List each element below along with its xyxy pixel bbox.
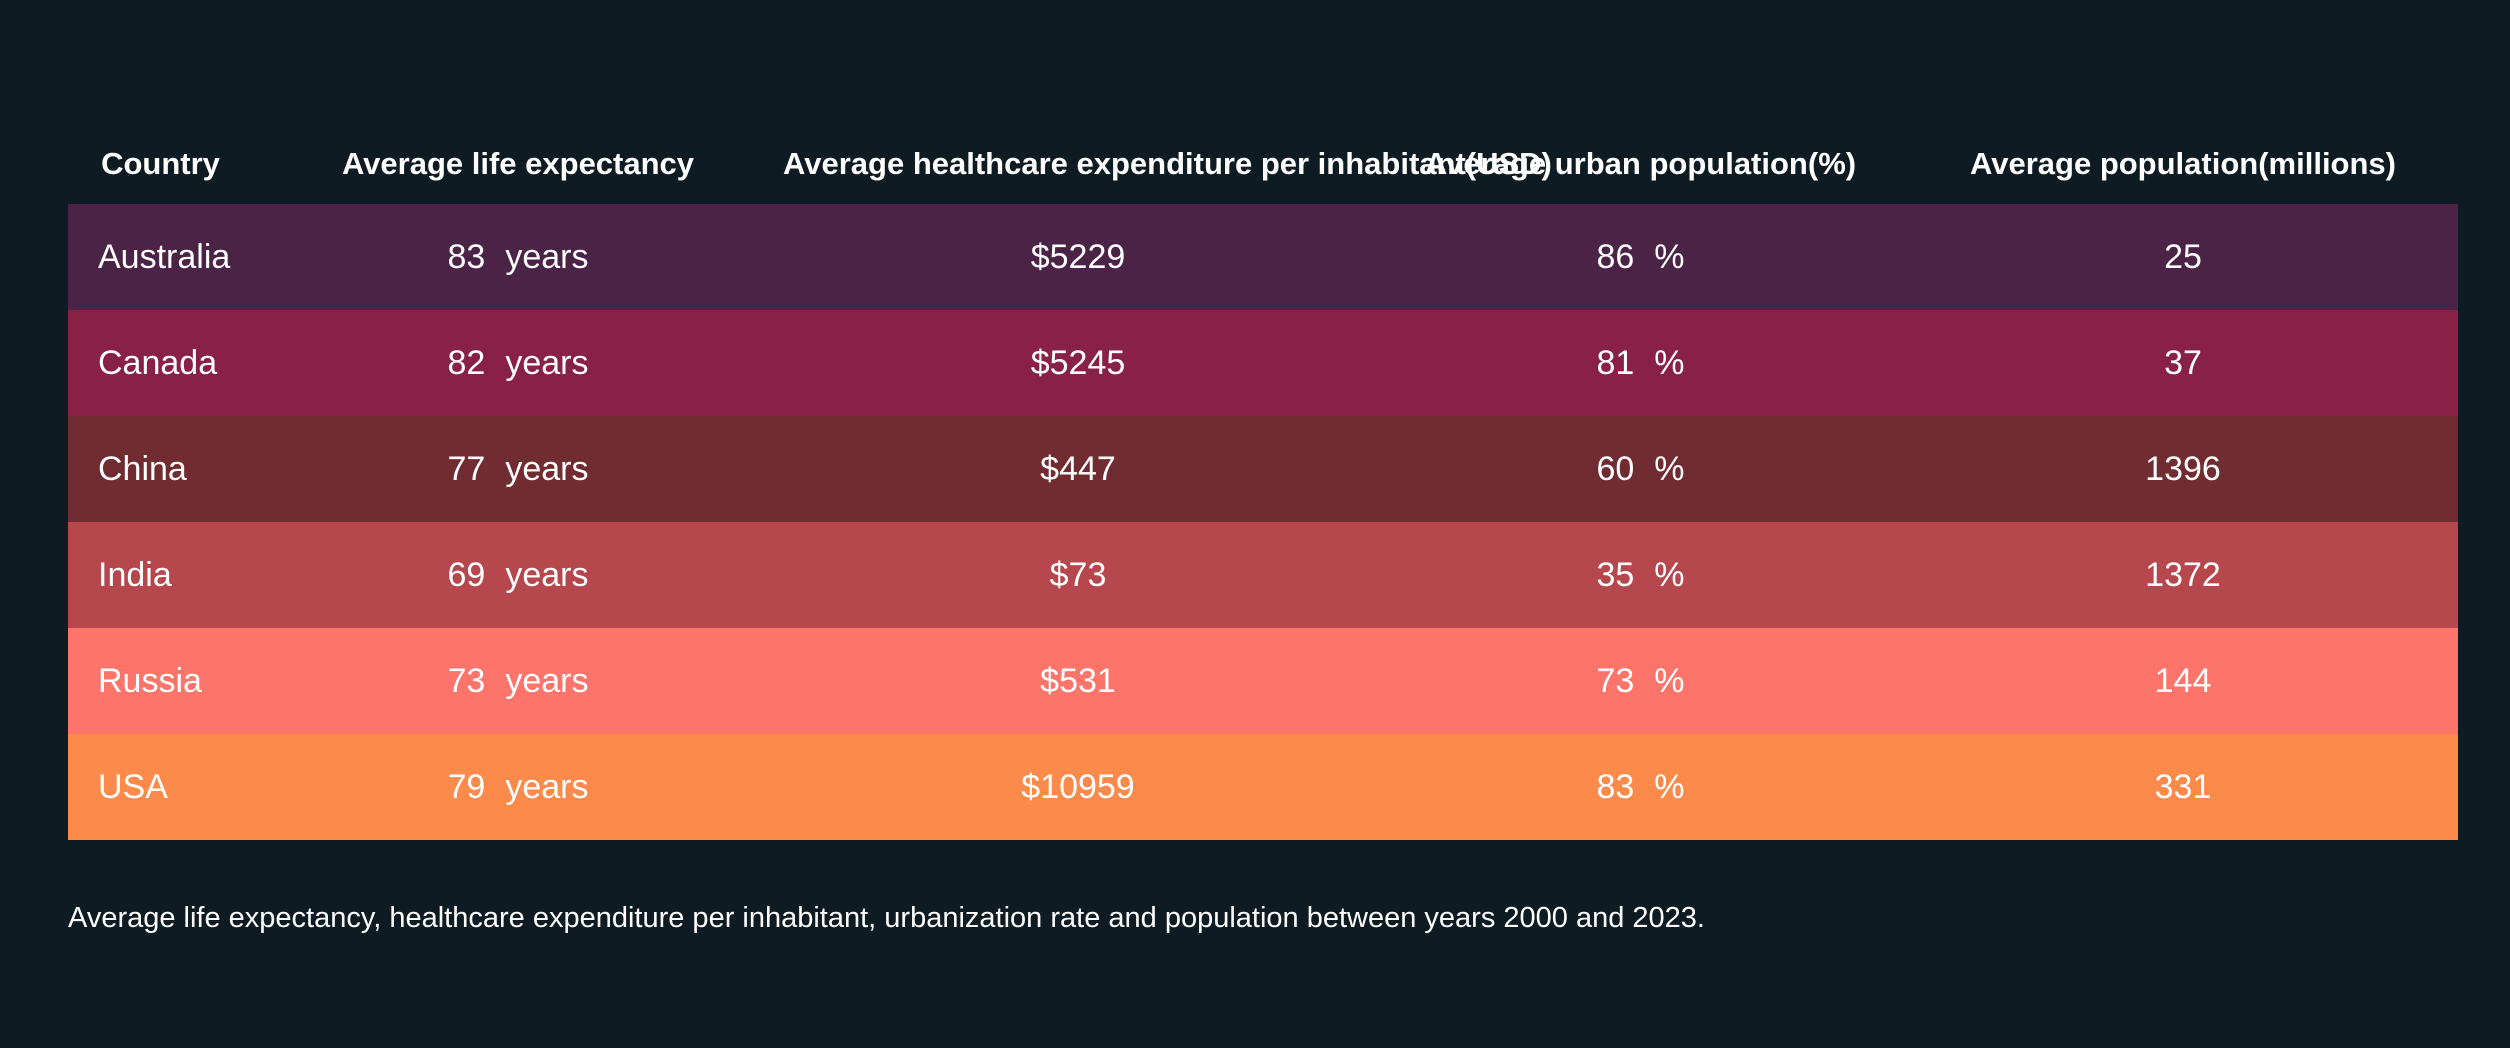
column-header-healthcare-expenditure: Average healthcare expenditure per inhab… (783, 146, 1552, 181)
life-expectancy-cell: 69 years (253, 522, 783, 628)
table-header-row: Country Average life expectancy Average … (68, 124, 2458, 204)
healthcare-expenditure-value: $5229 (1030, 237, 1126, 276)
life-expectancy-cell: 83 years (253, 204, 783, 310)
column-header-urban-population: Average urban population(%) (1424, 146, 1857, 181)
country-name: Canada (98, 343, 218, 382)
population-value: 144 (2154, 661, 2212, 700)
urban-population-unit: % (1654, 449, 1685, 488)
urban-population-cell: 60% (1373, 416, 1908, 522)
population-cell: 37 (1908, 310, 2458, 416)
country-cell: India (68, 522, 253, 628)
column-header-life-expectancy: Average life expectancy (341, 146, 695, 181)
country-name: USA (98, 767, 168, 806)
life-expectancy-cell: 77 years (253, 416, 783, 522)
population-cell: 331 (1908, 734, 2458, 840)
life-expectancy-value: 77 (447, 449, 486, 488)
table-row: USA 79 years $10959 83% 331 (68, 734, 2458, 840)
life-expectancy-value: 69 (447, 555, 486, 594)
life-expectancy-value: 82 (447, 343, 486, 382)
life-expectancy-value: 73 (447, 661, 486, 700)
urban-population-unit: % (1654, 767, 1685, 806)
healthcare-expenditure-cell: $531 (783, 628, 1373, 734)
healthcare-expenditure-cell: $447 (783, 416, 1373, 522)
life-expectancy-value: 79 (447, 767, 486, 806)
urban-population-value: 86 (1596, 237, 1635, 276)
population-cell: 1396 (1908, 416, 2458, 522)
life-expectancy-cell: 82 years (253, 310, 783, 416)
population-value: 1372 (2145, 555, 2221, 594)
healthcare-expenditure-cell: $5245 (783, 310, 1373, 416)
life-expectancy-unit: years (505, 343, 589, 382)
life-expectancy-cell: 79 years (253, 734, 783, 840)
table-body: Australia 83 years $5229 86% 25 Canada 82 years $… (68, 204, 2458, 840)
table-row: India 69 years $73 35% 1372 (68, 522, 2458, 628)
healthcare-expenditure-cell: $73 (783, 522, 1373, 628)
healthcare-expenditure-value: $5245 (1030, 343, 1126, 382)
life-expectancy-unit: years (505, 237, 589, 276)
table-row: Canada 82 years $5245 81% 37 (68, 310, 2458, 416)
data-table: Country Average life expectancy Average … (68, 124, 2458, 840)
population-value: 331 (2154, 767, 2212, 806)
healthcare-expenditure-cell: $5229 (783, 204, 1373, 310)
urban-population-unit: % (1654, 555, 1685, 594)
urban-population-unit: % (1654, 237, 1685, 276)
urban-population-cell: 86% (1373, 204, 1908, 310)
column-header-country: Country (101, 146, 220, 181)
population-cell: 25 (1908, 204, 2458, 310)
country-name: Russia (98, 661, 202, 700)
urban-population-value: 81 (1596, 343, 1635, 382)
country-name: Australia (98, 237, 231, 276)
life-expectancy-unit: years (505, 661, 589, 700)
life-expectancy-value: 83 (447, 237, 486, 276)
table-row: Russia 73 years $531 73% 144 (68, 628, 2458, 734)
urban-population-value: 35 (1596, 555, 1635, 594)
population-value: 1396 (2145, 449, 2221, 488)
healthcare-expenditure-value: $447 (1040, 449, 1116, 488)
country-cell: Canada (68, 310, 253, 416)
urban-population-value: 73 (1596, 661, 1635, 700)
data-table-container: Country Average life expectancy Average … (68, 124, 2458, 840)
healthcare-expenditure-value: $531 (1040, 661, 1116, 700)
country-name: China (98, 449, 187, 488)
population-cell: 144 (1908, 628, 2458, 734)
urban-population-value: 83 (1596, 767, 1635, 806)
urban-population-unit: % (1654, 343, 1685, 382)
urban-population-value: 60 (1596, 449, 1635, 488)
country-name: India (98, 555, 172, 594)
column-header-population: Average population(millions) (1970, 146, 2396, 181)
healthcare-expenditure-cell: $10959 (783, 734, 1373, 840)
population-cell: 1372 (1908, 522, 2458, 628)
urban-population-cell: 81% (1373, 310, 1908, 416)
urban-population-unit: % (1654, 661, 1685, 700)
country-cell: Australia (68, 204, 253, 310)
urban-population-cell: 83% (1373, 734, 1908, 840)
life-expectancy-cell: 73 years (253, 628, 783, 734)
table-row: Australia 83 years $5229 86% 25 (68, 204, 2458, 310)
life-expectancy-unit: years (505, 555, 589, 594)
life-expectancy-unit: years (505, 449, 589, 488)
table-row: China 77 years $447 60% 1396 (68, 416, 2458, 522)
healthcare-expenditure-value: $10959 (1021, 767, 1135, 806)
urban-population-cell: 73% (1373, 628, 1908, 734)
country-cell: USA (68, 734, 253, 840)
healthcare-expenditure-value: $73 (1049, 555, 1107, 594)
country-cell: China (68, 416, 253, 522)
table-caption: Average life expectancy, healthcare expe… (68, 902, 1705, 934)
country-cell: Russia (68, 628, 253, 734)
population-value: 25 (2164, 237, 2202, 276)
life-expectancy-unit: years (505, 767, 589, 806)
population-value: 37 (2164, 343, 2202, 382)
urban-population-cell: 35% (1373, 522, 1908, 628)
